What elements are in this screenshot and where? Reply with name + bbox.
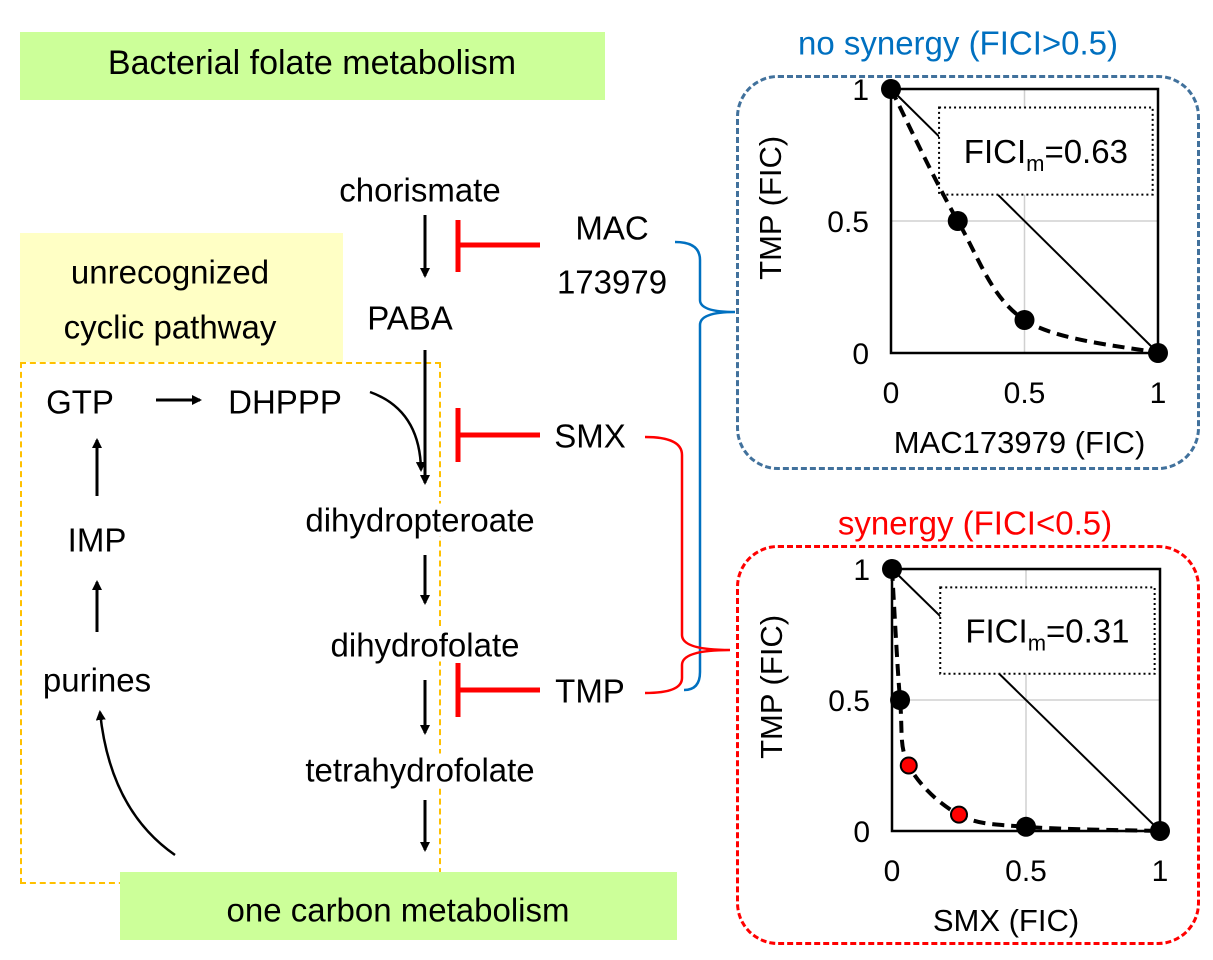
cyclic-label-line2: cyclic pathway [63,308,277,346]
chart2-data-point-3 [950,805,968,824]
mac-label-line2: 173979 [556,263,668,301]
chart1-y-tick-label: 0 [852,338,869,371]
arrow-onecarbon-purines [95,710,176,857]
chart1-annotation-box [938,106,1154,196]
synergy-panel [736,545,1200,945]
dhppp: DHPPP [228,383,342,421]
arrow-dhppp-merge [369,390,426,472]
cyclic-label-line1: unrecognized [70,253,270,291]
mac-label-line1: MAC [575,209,649,247]
chart2-data-point-5 [1150,821,1170,841]
chart1-y-tick-label: 1 [852,74,869,107]
chart2-y-tick-label: 0.5 [828,685,870,718]
dihydrofolate: dihydrofolate [328,626,522,664]
chart1-x-tick-label: 1 [1150,377,1167,410]
chart1-additivity-line [890,88,1159,354]
smx-inhibition [455,408,540,462]
chart2-x-axis-label: SMX (FIC) [933,903,1079,938]
chart1-data-point-3 [1148,343,1168,363]
paba: PABA [365,299,455,337]
title: Bacterial folate metabolism [107,44,517,82]
chart2-annotation-text: FICIm=0.31 [965,613,1129,656]
chart2-x-tick-label: 0.5 [1005,855,1047,888]
imp: IMP [67,521,127,559]
chart1-x-tick-label: 0 [883,377,900,410]
chart1-y-axis-label: TMP (FIC) [753,136,788,280]
chorismate: chorismate [337,171,503,209]
chart1-annotation-text: FICIm=0.63 [964,133,1128,176]
chart2-data-point-0 [882,559,902,579]
tmp-inhibition [455,663,540,717]
blue-bracket [674,240,736,692]
chart2-x-tick-label: 0 [884,855,901,888]
chart1-plot-frame [889,87,1160,355]
chart2-y-tick-label: 0 [853,816,870,849]
dihydropteroate: dihydropteroate [303,501,537,539]
mac-inhibition [455,220,540,272]
one-carbon-box [120,872,677,940]
chart2-annotation-box [939,586,1156,675]
purines: purines [42,661,152,699]
gtp: GTP [46,383,114,421]
chart1-x-axis-label: MAC173979 (FIC) [894,425,1146,460]
chart1-x-tick-label: 0.5 [1004,377,1046,410]
chart1-y-tick-label: 0.5 [827,206,869,239]
chart1-data-point-0 [881,79,901,99]
chart1-isobologram-curve [889,88,1159,355]
chart2-isobologram-curve [890,568,1161,833]
one-carbon-label: one carbon metabolism [226,891,570,929]
chart2-y-axis-label: TMP (FIC) [754,615,789,759]
chart2-title: synergy (FICI<0.5) [837,504,1113,542]
chart2-data-point-1 [890,690,911,710]
red-bracket [644,435,731,695]
chart1-title: no synergy (FICI>0.5) [797,24,1119,62]
chart2-data-point-4 [1016,816,1036,837]
title-box [20,32,605,100]
chart2-x-tick-label: 1 [1152,855,1169,888]
tmp-label: TMP [555,672,625,710]
smx-label: SMX [554,417,626,455]
tetrahydrofolate: tetrahydrofolate [303,751,537,789]
chart1-data-point-1 [947,211,968,231]
chart2-additivity-line [891,568,1161,832]
chart2-y-tick-label: 1 [853,554,870,587]
chart1-data-point-2 [1014,310,1035,330]
chart2-data-point-2 [899,756,918,775]
no-synergy-panel [736,75,1200,470]
cyclic-pathway-box [20,233,343,362]
